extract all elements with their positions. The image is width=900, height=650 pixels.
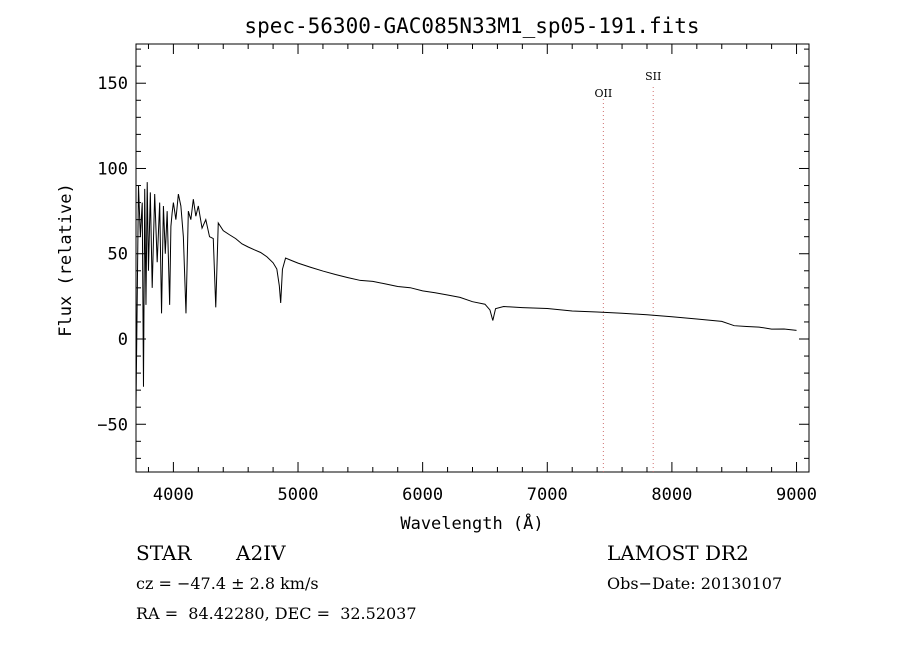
obs-date: Obs−Date: 20130107 bbox=[607, 574, 783, 593]
annotation-label: OII bbox=[595, 87, 613, 100]
y-tick-label: 50 bbox=[108, 245, 128, 265]
x-tick-label: 9000 bbox=[776, 485, 817, 505]
x-axis-label: Wavelength (Å) bbox=[400, 512, 543, 534]
spectrum-line bbox=[135, 182, 797, 408]
y-tick-label: 100 bbox=[97, 159, 128, 179]
y-axis-label: Flux (relative) bbox=[56, 183, 76, 337]
y-tick-label: 0 bbox=[118, 330, 128, 350]
x-tick-label: 6000 bbox=[402, 485, 443, 505]
y-tick-label: 150 bbox=[97, 74, 128, 94]
spectral-type: A2IV bbox=[236, 541, 286, 565]
survey-name: LAMOST DR2 bbox=[607, 541, 749, 565]
object-type: STAR bbox=[136, 541, 192, 565]
annotation-label: SII bbox=[645, 70, 661, 83]
plot-frame bbox=[135, 43, 810, 473]
x-tick-label: 4000 bbox=[153, 485, 194, 505]
chart-title: spec-56300-GAC085N33M1_sp05-191.fits bbox=[244, 14, 699, 38]
x-tick-label: 5000 bbox=[278, 485, 319, 505]
y-tick-label: −50 bbox=[97, 415, 128, 435]
cz-value: cz = −47.4 ± 2.8 km/s bbox=[136, 574, 319, 593]
coordinates: RA = 84.42280, DEC = 32.52037 bbox=[136, 604, 417, 623]
axis-ticks: 4000 5000 6000 7000 8000 9000 −50 0 50 100 150 bbox=[97, 44, 817, 505]
x-tick-label: 8000 bbox=[651, 485, 692, 505]
x-tick-label: 7000 bbox=[527, 485, 568, 505]
line-annotations: OII SII bbox=[595, 70, 661, 472]
